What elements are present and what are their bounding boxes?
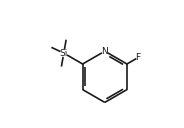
Text: F: F (135, 53, 141, 62)
Text: Si: Si (60, 49, 68, 58)
Text: N: N (101, 47, 108, 56)
